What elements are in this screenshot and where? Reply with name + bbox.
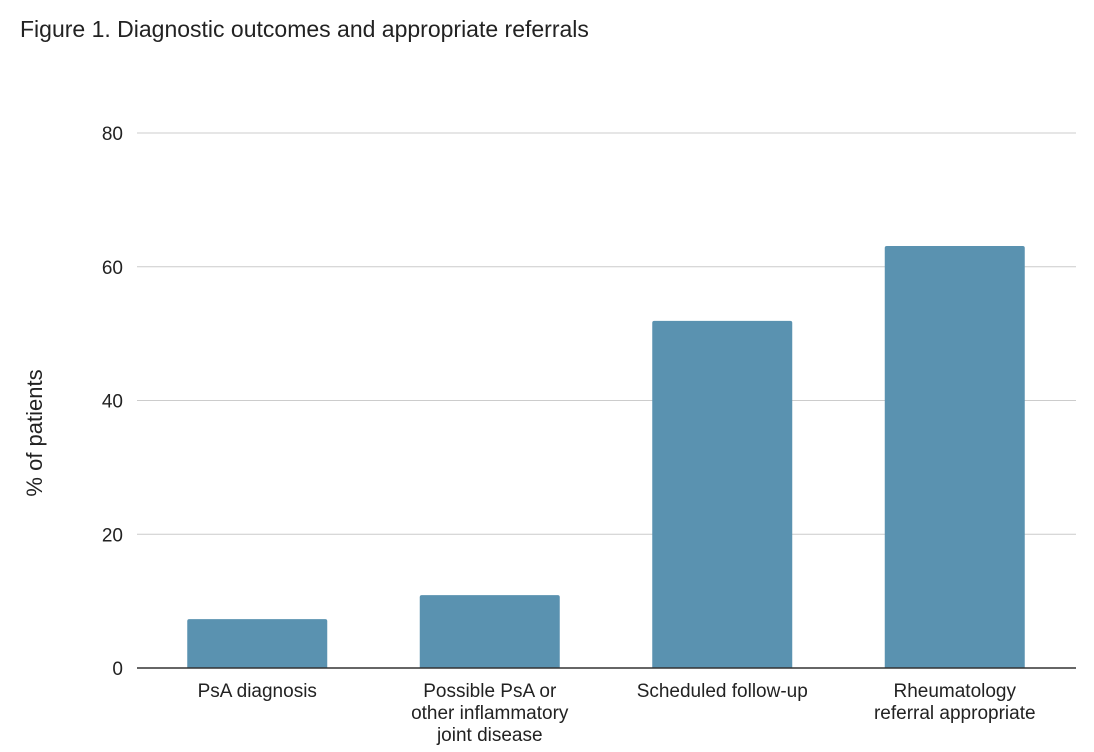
y-tick-label: 60 [102, 258, 123, 279]
x-category-label: Possible PsA or other inflammatory joint d… [411, 681, 569, 746]
y-tick-label: 40 [102, 392, 123, 413]
y-axis-ticks: 0 20 40 60 80 [102, 124, 123, 680]
x-category-label: Scheduled follow-up [637, 681, 808, 702]
y-tick-label: 0 [112, 659, 123, 680]
bars [187, 246, 1025, 669]
bar [419, 595, 560, 668]
y-tick-label: 20 [102, 525, 123, 546]
chart-title: Figure 1. Diagnostic outcomes and approp… [20, 16, 589, 42]
x-axis-categories: PsA diagnosis Possible PsA or other inflam… [198, 681, 1036, 746]
y-axis-title: % of patients [22, 369, 47, 496]
bar [652, 320, 793, 668]
y-tick-label: 80 [102, 124, 123, 145]
bar [884, 246, 1025, 669]
x-category-label: Rheumatology referral appropriate [874, 681, 1036, 724]
x-category-label: PsA diagnosis [198, 681, 317, 702]
bar [187, 619, 328, 668]
